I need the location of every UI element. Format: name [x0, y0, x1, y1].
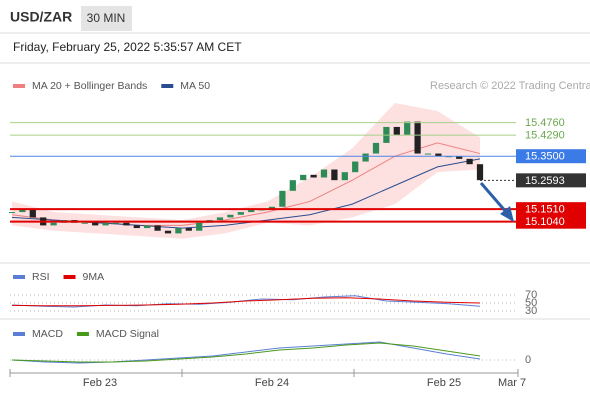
level-label: 15.1040 — [525, 216, 565, 228]
candle — [424, 153, 432, 155]
legend-label: MACD — [32, 328, 63, 340]
candle — [435, 153, 442, 157]
candle — [19, 209, 26, 213]
candle — [248, 209, 255, 213]
x-tick-label: Feb 25 — [427, 377, 461, 389]
y-tick-label: 30 — [525, 305, 537, 317]
legend-swatch — [13, 275, 25, 279]
candle — [279, 190, 286, 207]
candle — [414, 121, 421, 154]
forecast-arrowhead — [500, 206, 514, 222]
level-label: 15.1510 — [525, 204, 565, 216]
symbol: USD/ZAR — [10, 9, 72, 25]
x-tick-label: Feb 24 — [255, 377, 289, 389]
candle — [112, 222, 120, 224]
level-label: 15.3500 — [525, 151, 565, 163]
candle — [216, 217, 224, 221]
candle — [289, 180, 296, 191]
series-line — [11, 341, 481, 364]
candle — [237, 212, 244, 215]
candle — [164, 230, 172, 234]
candle — [352, 161, 359, 173]
candle — [456, 156, 463, 159]
level-box — [516, 214, 586, 229]
timestamp: Friday, February 25, 2022 5:35:57 AM CET — [13, 40, 242, 54]
candle — [123, 222, 130, 226]
candle — [102, 222, 109, 226]
candle — [331, 169, 338, 181]
level-box — [516, 149, 586, 164]
bollinger-band — [12, 102, 480, 239]
candle — [196, 222, 203, 231]
level-box — [516, 173, 586, 188]
candle — [310, 174, 317, 178]
candle — [81, 222, 88, 224]
candle — [133, 225, 140, 229]
series-line — [11, 297, 481, 307]
level-box — [516, 202, 586, 217]
forecast-arrow — [479, 182, 509, 214]
series-line — [11, 342, 481, 363]
credit: Research © 2022 Trading Central — [430, 80, 590, 92]
candle — [393, 126, 400, 135]
candle — [185, 228, 192, 231]
x-tick-label: Mar 7 — [498, 377, 526, 389]
legend-swatch — [13, 84, 25, 88]
candle — [154, 225, 161, 231]
candle — [466, 158, 473, 165]
interval: 30 MIN — [87, 11, 126, 25]
legend-label: 9MA — [83, 271, 105, 283]
candle — [175, 228, 182, 234]
candle — [227, 214, 234, 218]
interval-badge — [81, 6, 132, 31]
y-tick-label: 50 — [525, 297, 537, 309]
candle — [300, 174, 307, 181]
candle — [320, 169, 328, 178]
legend-swatch — [161, 84, 174, 88]
legend-label: MA 50 — [180, 80, 210, 92]
level-label: 15.4290 — [525, 130, 565, 142]
legend-swatch — [63, 275, 76, 279]
candle — [341, 172, 348, 181]
y-tick-label: 70 — [525, 289, 537, 301]
candle — [92, 222, 99, 226]
candle — [50, 222, 57, 226]
candle — [372, 142, 380, 154]
legend-swatch — [76, 332, 89, 336]
candle — [8, 212, 16, 214]
candle — [476, 164, 484, 181]
candle — [362, 153, 369, 162]
legend-label: MACD Signal — [96, 328, 159, 340]
candle — [268, 206, 276, 210]
level-label: 15.4760 — [525, 117, 565, 129]
candle — [29, 209, 36, 218]
candle — [404, 121, 411, 135]
legend-label: RSI — [32, 271, 50, 283]
level-label: 15.2593 — [525, 175, 565, 187]
legend-swatch — [13, 332, 25, 336]
y-tick-label: 0 — [525, 354, 531, 366]
candle — [144, 225, 151, 229]
legend-label: MA 20 + Bollinger Bands — [32, 80, 147, 92]
x-tick-label: Feb 23 — [83, 377, 117, 389]
